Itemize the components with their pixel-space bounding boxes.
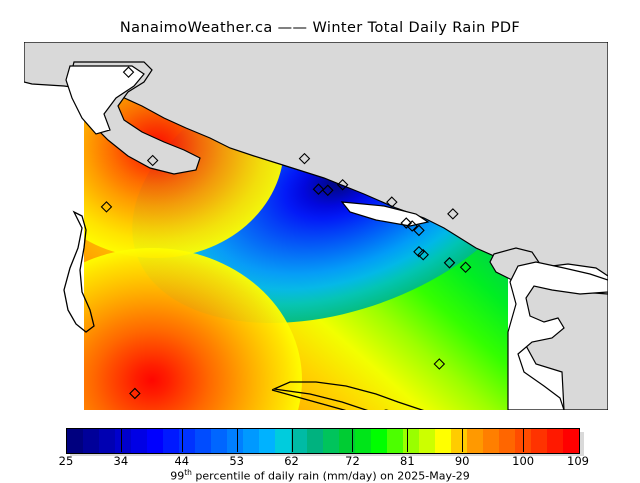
colorbar-band-3	[115, 429, 131, 453]
colorbar-band-29	[531, 429, 547, 453]
station-marker-7	[386, 196, 398, 208]
colorbar-band-5	[147, 429, 163, 453]
colorbar-band-19	[371, 429, 387, 453]
colorbar-band-22	[419, 429, 435, 453]
colorbar-label-34: 34	[113, 454, 129, 468]
colorbar-tick-81	[407, 428, 409, 452]
colorbar-band-18	[355, 429, 371, 453]
colorbar-caption: 99th percentile of daily rain (mm/day) o…	[0, 468, 640, 483]
colorbar-band-28	[515, 429, 531, 453]
colorbar-band-13	[275, 429, 291, 453]
colorbar-band-26	[483, 429, 499, 453]
colorbar-band-27	[499, 429, 515, 453]
station-marker-3	[298, 152, 311, 165]
station-marker-9	[406, 220, 418, 232]
station-marker-13	[443, 257, 456, 269]
colorbar-label-25: 25	[58, 454, 74, 468]
colorbar-band-1	[83, 429, 99, 453]
colorbar-label-44: 44	[174, 454, 190, 468]
caption-percentile-number: 99	[170, 469, 185, 483]
station-marker-15	[447, 208, 459, 220]
central-island-outline	[271, 381, 425, 410]
station-marker-10	[413, 224, 425, 237]
station-marker-16	[129, 387, 141, 400]
station-marker-5	[322, 184, 334, 197]
colorbar-tick-62	[291, 428, 293, 452]
colorbar-label-100: 100	[512, 454, 535, 468]
colorbar-band-4	[131, 429, 147, 453]
geography-overlay	[24, 42, 608, 410]
west-island-outline	[63, 210, 95, 333]
colorbar-band-15	[307, 429, 323, 453]
station-marker-1	[100, 201, 113, 213]
colorbar-band-0	[67, 429, 83, 453]
colorbar-band-16	[323, 429, 339, 453]
colorbar-band-31	[563, 429, 579, 453]
caption-text: percentile of daily rain (mm/day) on 202…	[191, 469, 470, 483]
colorbar-band-14	[291, 429, 307, 453]
colorbar[interactable]	[66, 428, 580, 454]
station-marker-17	[433, 358, 446, 370]
colorbar-band-17	[339, 429, 355, 453]
colorbar-band-11	[243, 429, 259, 453]
colorbar-tick-34	[120, 428, 122, 452]
colorbar-tick-100	[523, 428, 525, 452]
station-marker-12	[417, 248, 429, 261]
colorbar-tick-72	[352, 428, 354, 452]
field-maximum-southwest	[84, 248, 302, 410]
page-title: NanaimoWeather.ca —— Winter Total Daily …	[119, 20, 521, 36]
colorbar-band-6	[163, 429, 179, 453]
colorbar-band-9	[211, 429, 227, 453]
station-marker-2	[146, 154, 159, 167]
colorbar-band-2	[99, 429, 115, 453]
colorbar-band-23	[435, 429, 451, 453]
colorbar-band-30	[547, 429, 563, 453]
colorbar-band-20	[387, 429, 403, 453]
caption-ordinal-suffix: th	[184, 468, 192, 477]
colorbar-label-62: 62	[284, 454, 299, 468]
station-marker-6	[336, 179, 349, 191]
colorbar-label-90: 90	[454, 454, 470, 468]
colorbar-region: 25 34 44 53 62 72 81 90 100 109 99th percentile o…	[0, 424, 640, 483]
station-marker-14	[459, 261, 472, 273]
colorbar-band-10	[227, 429, 243, 453]
colorbar-band-21	[403, 429, 419, 453]
colorbar-band-7	[179, 429, 195, 453]
central-island-outline-2	[271, 389, 347, 410]
colorbar-label-81: 81	[400, 454, 415, 468]
colorbar-band-8	[195, 429, 211, 453]
coastal-notch-water	[340, 201, 430, 227]
colorbar-band-24	[451, 429, 467, 453]
eastern-fjord-water	[507, 261, 608, 410]
colorbar-label-72: 72	[345, 454, 360, 468]
station-markers	[100, 66, 472, 400]
station-marker-4	[312, 183, 325, 195]
colorbar-tick-53	[236, 428, 238, 452]
northwest-inlet-water	[65, 65, 145, 135]
colorbar-label-53: 53	[229, 454, 244, 468]
colorbar-tick-44	[181, 428, 183, 452]
colorbar-band-12	[259, 429, 275, 453]
colorbar-band-25	[467, 429, 483, 453]
colorbar-label-109: 109	[567, 454, 589, 468]
rainfall-contour-map	[24, 42, 608, 410]
station-marker-8	[400, 217, 413, 229]
colorbar-tick-90	[462, 428, 464, 452]
station-marker-0	[122, 66, 135, 78]
